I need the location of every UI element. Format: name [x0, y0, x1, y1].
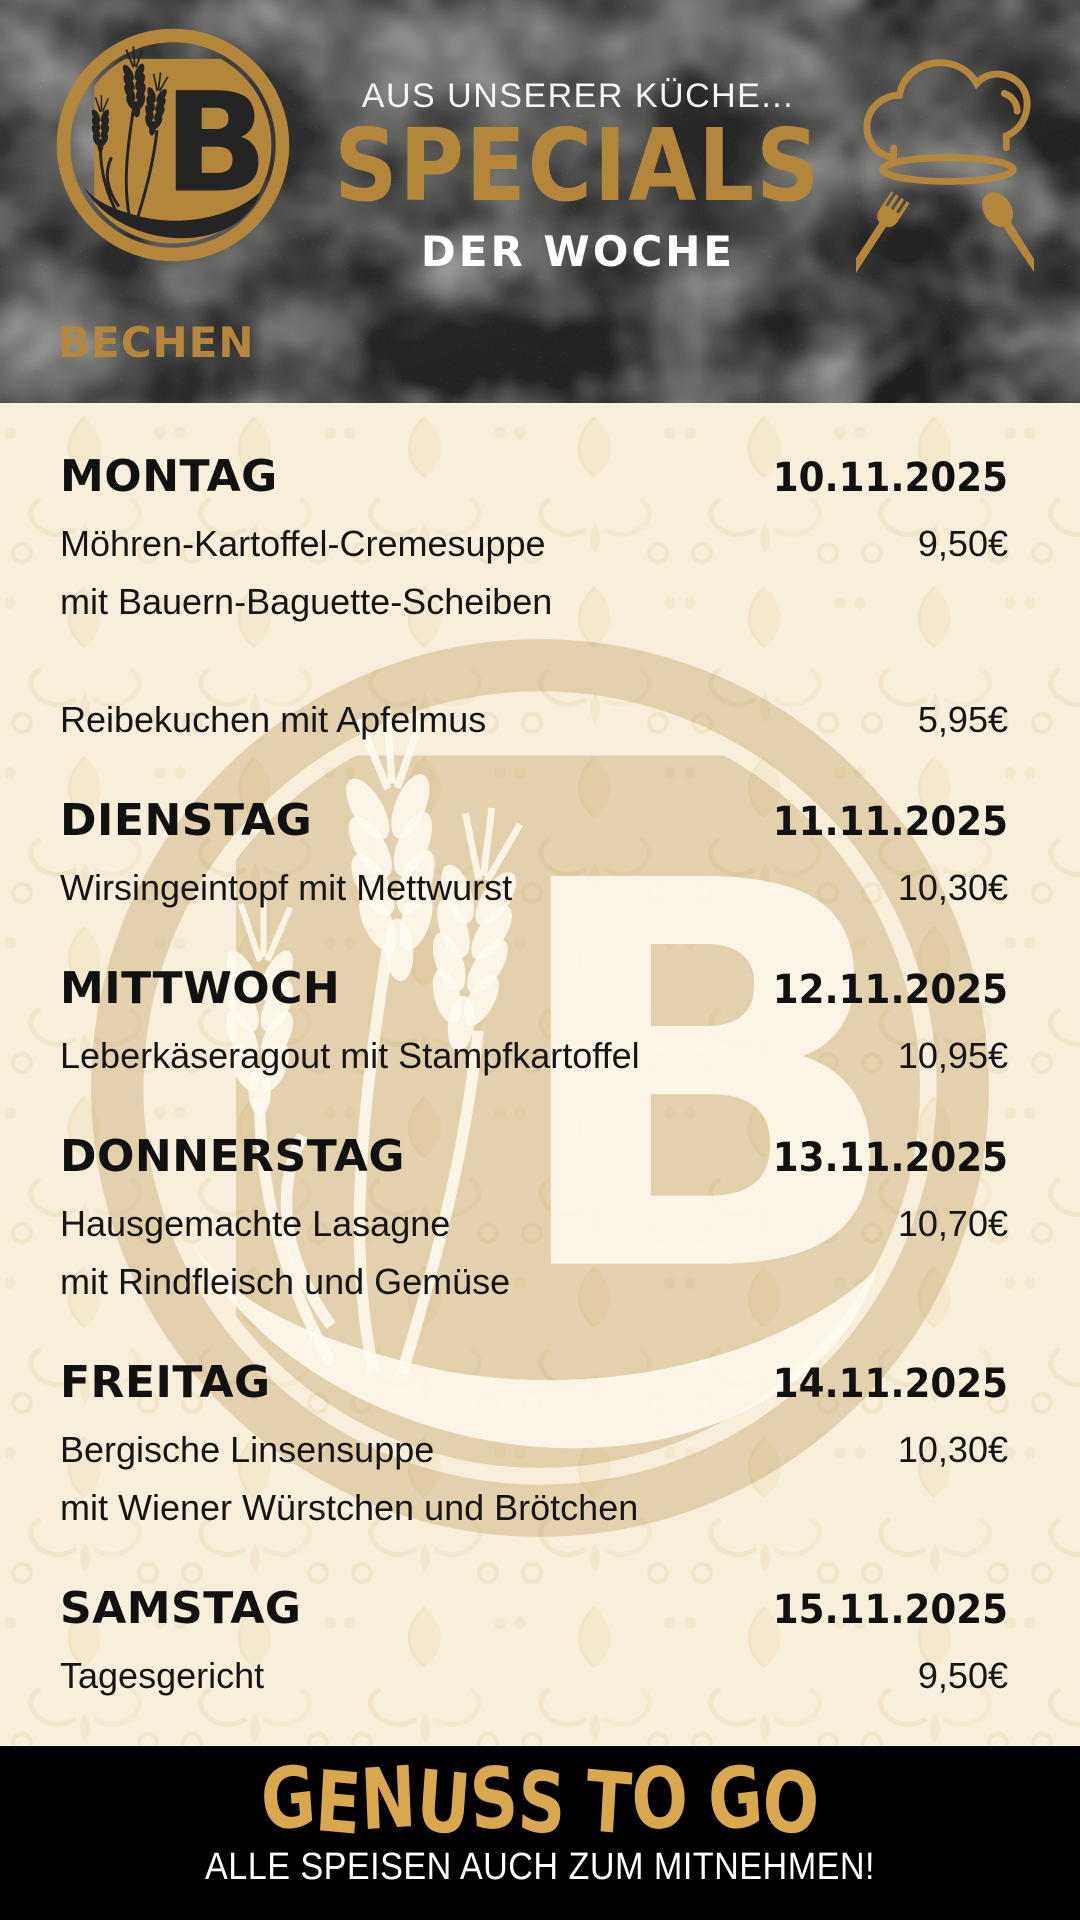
day-heading-row: MONTAG 10.11.2025	[60, 451, 1008, 503]
header: AUS UNSERER KÜCHE... SPECIALS DER WOCHE …	[0, 0, 1080, 403]
footer-headline: GENUSS TO GO	[258, 1748, 822, 1855]
dish-name: Bergische Linsensuppe	[60, 1429, 435, 1470]
bakery-logo-icon	[50, 22, 296, 268]
dish-price: 10,30€	[897, 1429, 1008, 1470]
day-heading-row: SAMSTAG 15.11.2025	[60, 1583, 1008, 1635]
day-heading-row: FREITAG 14.11.2025	[60, 1357, 1008, 1409]
dish-name: Möhren-Kartoffel-Cremesuppe	[60, 523, 546, 564]
day-section: MITTWOCH 12.11.2025 Leberkäseragout mit …	[60, 963, 1008, 1085]
day-section: SAMSTAG 15.11.2025 Tagesgericht 9,50€	[60, 1583, 1008, 1705]
menu-item: Wirsingeintopf mit Mettwurst 10,30€	[60, 859, 1008, 917]
menu-item: Möhren-Kartoffel-Cremesuppe 9,50€ mit Ba…	[60, 515, 1008, 631]
dish-name: Wirsingeintopf mit Mettwurst	[60, 867, 513, 908]
footer-headline-letter: O	[759, 1752, 822, 1855]
day-name: DIENSTAG	[60, 795, 313, 846]
dish-name: Reibekuchen mit Apfelmus	[60, 699, 487, 740]
menu-item-main-row: Tagesgericht 9,50€	[60, 1647, 1008, 1705]
menu-item-main-row: Möhren-Kartoffel-Cremesuppe 9,50€	[60, 515, 1008, 573]
day-name: FREITAG	[60, 1357, 271, 1408]
day-name: DONNERSTAG	[60, 1131, 405, 1182]
footer-headline-letter: S	[467, 1748, 521, 1851]
menu-item-main-row: Leberkäseragout mit Stampfkartoffel 10,9…	[60, 1027, 1008, 1085]
dish-name: Hausgemachte Lasagne	[60, 1203, 451, 1244]
footer-headline-letter: G	[704, 1748, 766, 1851]
menu-item-main-row: Hausgemachte Lasagne 10,70€	[60, 1195, 1008, 1253]
day-date: 10.11.2025	[772, 455, 1008, 501]
menu-body: MONTAG 10.11.2025 Möhren-Kartoffel-Creme…	[0, 403, 1080, 1746]
day-date: 11.11.2025	[772, 799, 1008, 845]
header-titles: AUS UNSERER KÜCHE... SPECIALS DER WOCHE	[300, 76, 856, 274]
day-date: 15.11.2025	[772, 1587, 1008, 1633]
footer-headline-letter: O	[628, 1748, 691, 1851]
day-heading-row: DIENSTAG 11.11.2025	[60, 795, 1008, 847]
footer-headline-letter: U	[412, 1752, 474, 1856]
menu-item-main-row: Reibekuchen mit Apfelmus 5,95€	[60, 691, 1008, 749]
menu-item: Bergische Linsensuppe 10,30€ mit Wiener …	[60, 1421, 1008, 1537]
day-section: DONNERSTAG 13.11.2025 Hausgemachte Lasag…	[60, 1131, 1008, 1311]
day-section: DIENSTAG 11.11.2025 Wirsingeintopf mit M…	[60, 795, 1008, 917]
footer-subline: ALLE SPEISEN AUCH ZUM MITNEHMEN!	[204, 1846, 876, 1888]
poster-title: SPECIALS	[334, 107, 822, 224]
day-heading-row: DONNERSTAG 13.11.2025	[60, 1131, 1008, 1183]
dish-price: 10,30€	[897, 867, 1008, 908]
footer-headline-letter: E	[312, 1753, 364, 1855]
dish-name: Tagesgericht	[60, 1655, 265, 1696]
dish-price: 9,50€	[917, 1655, 1008, 1696]
menu-sections: MONTAG 10.11.2025 Möhren-Kartoffel-Creme…	[60, 451, 1008, 1705]
day-date: 12.11.2025	[772, 967, 1008, 1013]
chef-hat-fork-spoon-icon	[856, 46, 1034, 290]
dish-name-extra-line: mit Wiener Würstchen und Brötchen	[60, 1487, 639, 1528]
dish-price: 5,95€	[917, 699, 1008, 740]
day-name: MONTAG	[60, 451, 278, 502]
menu-item: Tagesgericht 9,50€	[60, 1647, 1008, 1705]
footer-headline-letter: S	[515, 1753, 568, 1854]
kicker-text: AUS UNSERER KÜCHE...	[361, 77, 795, 115]
dish-price: 9,50€	[917, 523, 1008, 564]
day-heading-row: MITTWOCH 12.11.2025	[60, 963, 1008, 1015]
day-section: MONTAG 10.11.2025 Möhren-Kartoffel-Creme…	[60, 451, 1008, 749]
day-name: SAMSTAG	[60, 1583, 302, 1634]
dish-price: 10,70€	[897, 1203, 1008, 1244]
dish-price: 10,95€	[897, 1035, 1008, 1076]
footer: GENUSS TO GO ALLE SPEISEN AUCH ZUM MITNE…	[0, 1746, 1080, 1920]
footer-headline-letter: N	[358, 1749, 419, 1850]
menu-item-main-row: Wirsingeintopf mit Mettwurst 10,30€	[60, 859, 1008, 917]
menu-item: Reibekuchen mit Apfelmus 5,95€	[60, 691, 1008, 749]
day-section: FREITAG 14.11.2025 Bergische Linsensuppe…	[60, 1357, 1008, 1537]
footer-headline-letter: G	[257, 1748, 319, 1851]
day-date: 13.11.2025	[772, 1135, 1008, 1181]
footer-headline-letter: T	[583, 1753, 634, 1855]
poster-subtitle: DER WOCHE	[420, 227, 736, 276]
menu-item-main-row: Bergische Linsensuppe 10,30€	[60, 1421, 1008, 1479]
dish-name: Leberkäseragout mit Stampfkartoffel	[60, 1035, 640, 1076]
dish-name-extra-line: mit Bauern-Baguette-Scheiben	[60, 581, 553, 622]
day-date: 14.11.2025	[772, 1361, 1008, 1407]
dish-name-extra-line: mit Rindfleisch und Gemüse	[60, 1261, 511, 1302]
day-name: MITTWOCH	[60, 963, 341, 1014]
brand-name: BECHEN	[58, 318, 255, 367]
menu-item: Leberkäseragout mit Stampfkartoffel 10,9…	[60, 1027, 1008, 1085]
damask-pattern-background	[0, 403, 1080, 1746]
menu-item: Hausgemachte Lasagne 10,70€ mit Rindflei…	[60, 1195, 1008, 1311]
